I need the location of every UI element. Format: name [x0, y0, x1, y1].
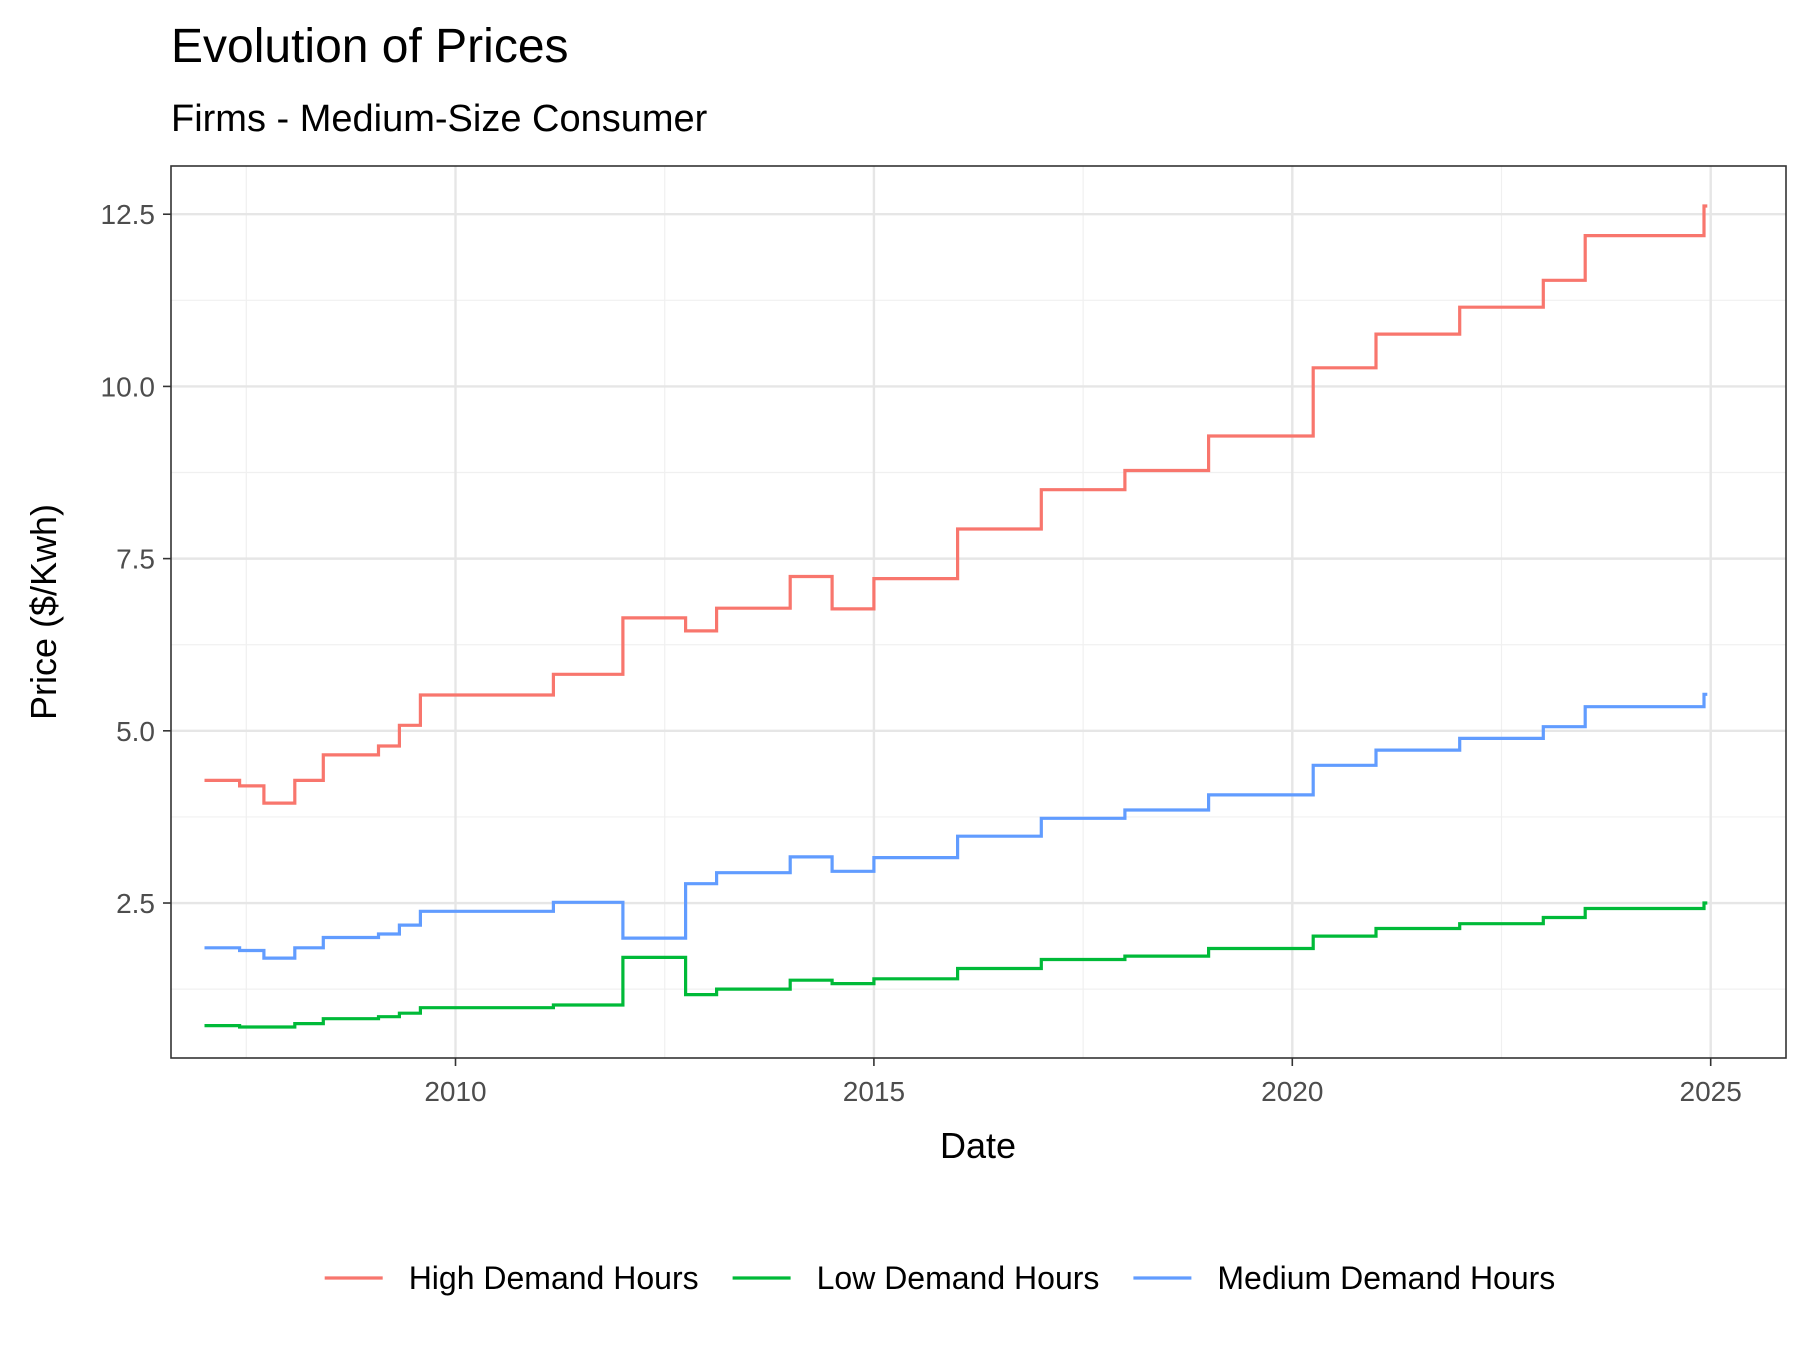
x-tick-label: 2020: [1261, 1076, 1323, 1107]
legend: High Demand Hours Low Demand Hours Medium …: [324, 1260, 1555, 1296]
panel-background: [171, 166, 1786, 1058]
x-tick-label: 2015: [843, 1076, 905, 1107]
x-tick-label: 2010: [424, 1076, 486, 1107]
y-tick-label: 5.0: [116, 716, 155, 747]
y-axis: 2.5 5.0 7.5 10.0 12.5: [101, 199, 171, 919]
series-line-high-demand-hours: [204, 204, 1708, 805]
x-axis: 2010 2015 2020 2025: [424, 1058, 1742, 1107]
plot-area: [170, 165, 1787, 1059]
major-gridlines: [171, 166, 1786, 1058]
panel-border: [170, 165, 1787, 1059]
legend-item: Low Demand Hours: [732, 1260, 1100, 1296]
series-line-low-demand-hours: [204, 901, 1708, 1029]
minor-gridlines: [171, 166, 1786, 1058]
legend-label: Low Demand Hours: [817, 1260, 1100, 1296]
x-axis-title: Date: [940, 1125, 1016, 1166]
series-line-medium-demand-hours: [204, 692, 1708, 960]
legend-label: High Demand Hours: [409, 1260, 699, 1296]
y-tick-label: 12.5: [101, 199, 156, 230]
x-tick-label: 2025: [1680, 1076, 1742, 1107]
y-tick-label: 7.5: [116, 544, 155, 575]
legend-item: High Demand Hours: [324, 1260, 699, 1296]
legend-label: Medium Demand Hours: [1217, 1260, 1555, 1296]
y-tick-label: 10.0: [101, 371, 156, 402]
chart-title: Evolution of Prices: [171, 20, 569, 73]
chart-subtitle: Firms - Medium-Size Consumer: [171, 98, 708, 140]
y-axis-title: Price ($/Kwh): [23, 504, 64, 720]
legend-item: Medium Demand Hours: [1133, 1260, 1555, 1296]
series-lines: [204, 204, 1708, 1029]
y-tick-label: 2.5: [116, 888, 155, 919]
